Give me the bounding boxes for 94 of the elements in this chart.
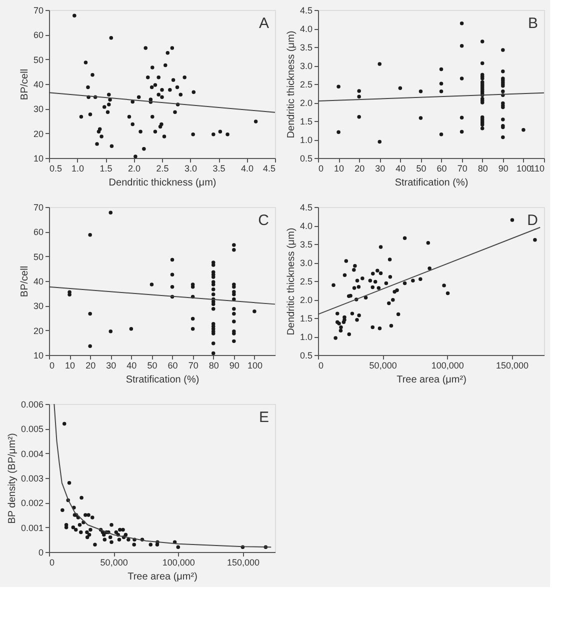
y-tick-label: 40 [33, 80, 44, 90]
x-tick-label: 60 [436, 164, 447, 174]
y-tick-label: 2.0 [300, 295, 312, 305]
x-tick-label: 150,000 [226, 558, 260, 568]
x-tick-label: 20 [86, 360, 96, 370]
x-tick-label: 90 [498, 164, 508, 174]
x-tick-label: 50 [416, 164, 426, 174]
x-tick-label: 0 [318, 164, 324, 174]
y-tick-label: 4.5 [300, 202, 312, 212]
y-tick-label: 1.0 [300, 332, 312, 342]
y-tick-label: 4.0 [300, 221, 312, 231]
y-tick-label: 0.001 [20, 522, 44, 533]
x-tick-label: 50,000 [100, 558, 128, 568]
x-tick-label: 100 [516, 164, 532, 174]
annotation: A [258, 15, 269, 32]
y-tick-label: 1.5 [300, 116, 312, 126]
x-tick-label: 4.0 [240, 164, 254, 174]
x-tick-label: 100 [247, 360, 262, 370]
x-tick-label: 80 [208, 360, 219, 370]
x-tick-label: 50,000 [369, 360, 397, 370]
y-tick-label: 2.5 [300, 276, 312, 286]
annotation: D [527, 212, 538, 229]
x-tick-label: 40 [396, 164, 406, 174]
y-tick-label: 60 [33, 30, 44, 40]
y-tick-label: 0.002 [20, 498, 44, 508]
x-tick-label: 70 [188, 360, 198, 370]
x-tick-label: 100,000 [162, 558, 195, 568]
y-tick-label: 10 [33, 350, 44, 360]
y-tick-label: 4.5 [300, 6, 312, 16]
y-axis-title: BP density (BP/μm²) [6, 433, 18, 524]
x-axis-title: Tree area (μm²) [128, 572, 198, 582]
x-tick-label: 100,000 [431, 360, 464, 370]
y-tick-label: 2.0 [300, 98, 312, 108]
x-tick-label: 20 [354, 164, 365, 174]
x-tick-label: 0 [318, 360, 324, 370]
y-tick-label: 30 [33, 104, 44, 114]
x-axis-title: Tree area (μm²) [396, 374, 466, 386]
y-tick-label: 20 [33, 128, 44, 139]
x-tick-label: 1.0 [71, 164, 84, 174]
x-tick-label: 60 [168, 360, 178, 370]
annotation: E [258, 409, 269, 426]
x-tick-label: 3.5 [212, 164, 226, 174]
x-tick-label: 70 [457, 164, 468, 174]
y-tick-label: 3.5 [300, 42, 312, 52]
y-tick-label: 0.005 [20, 424, 44, 434]
y-tick-label: 10 [33, 154, 44, 164]
x-tick-label: 150,000 [496, 360, 528, 370]
y-tick-label: 4.0 [300, 24, 312, 34]
x-axis-title: Stratification (%) [394, 178, 468, 188]
y-tick-label: 0.006 [20, 400, 44, 410]
x-tick-label: 10 [65, 360, 76, 370]
y-tick-label: 50 [33, 54, 44, 65]
x-tick-label: 4.5 [262, 164, 276, 174]
y-tick-label: 0 [38, 548, 44, 558]
x-tick-label: 30 [375, 164, 386, 174]
x-axis-title: Dendritic thickness (μm) [108, 178, 216, 188]
y-tick-label: 3.0 [300, 61, 312, 71]
y-tick-label: 0.5 [300, 154, 312, 164]
x-tick-label: 0 [50, 360, 55, 370]
y-tick-label: 1.0 [300, 135, 312, 145]
y-tick-label: 30 [33, 301, 44, 312]
x-tick-label: 2.5 [156, 164, 169, 174]
annotation: C [258, 212, 270, 229]
x-tick-label: 110 [530, 164, 544, 174]
y-tick-label: 40 [33, 276, 44, 286]
y-tick-label: 70 [33, 6, 44, 16]
x-tick-label: 0 [50, 558, 55, 568]
x-tick-label: 10 [334, 164, 344, 174]
y-tick-label: 0.004 [20, 448, 44, 459]
y-tick-label: 60 [33, 227, 44, 238]
y-tick-label: 1.5 [300, 314, 312, 324]
y-axis-title: BP/cell [19, 68, 30, 100]
y-axis-title: Dendritic thickness (μm) [286, 228, 297, 336]
x-tick-label: 90 [229, 360, 240, 370]
x-tick-label: 40 [126, 360, 137, 370]
y-axis-title: Dendritic thickness (μm) [286, 30, 297, 138]
y-tick-label: 0.5 [300, 350, 312, 360]
y-tick-label: 3.5 [300, 240, 312, 250]
y-tick-label: 20 [33, 326, 44, 336]
x-tick-label: 30 [106, 360, 116, 370]
x-tick-label: 0.5 [50, 164, 62, 174]
y-tick-label: 70 [33, 202, 44, 212]
x-tick-label: 2.0 [128, 164, 141, 174]
x-axis-title: Stratification (%) [126, 374, 200, 386]
x-tick-label: 50 [147, 360, 158, 370]
x-tick-label: 80 [478, 164, 488, 174]
y-tick-label: 50 [33, 252, 44, 262]
annotation: B [528, 15, 538, 32]
y-tick-label: 3.0 [300, 258, 312, 268]
y-tick-label: 0.003 [20, 474, 44, 484]
x-tick-label: 3.0 [184, 164, 198, 174]
y-axis-title: BP/cell [19, 266, 30, 298]
y-tick-label: 2.5 [300, 80, 312, 90]
x-tick-label: 1.5 [100, 164, 112, 174]
